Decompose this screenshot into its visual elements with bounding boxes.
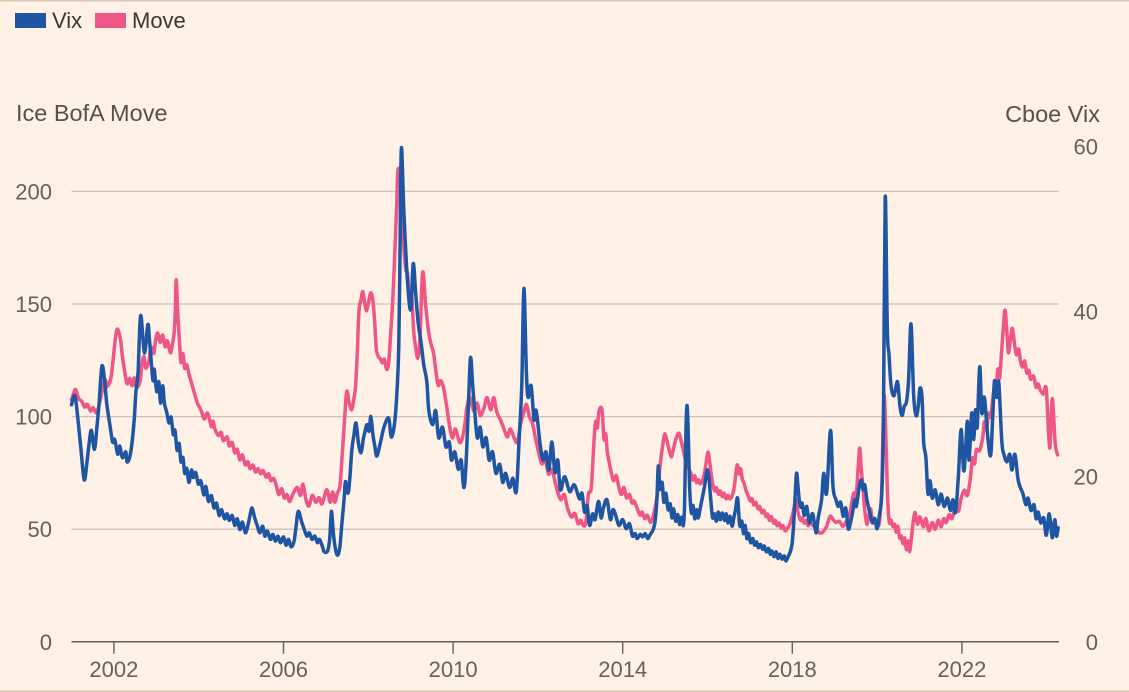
svg-text:100: 100 [15, 405, 52, 430]
svg-text:200: 200 [15, 179, 52, 204]
svg-text:2006: 2006 [259, 657, 308, 682]
svg-text:60: 60 [1074, 134, 1098, 159]
svg-text:Ice BofA Move: Ice BofA Move [16, 100, 168, 126]
svg-text:2014: 2014 [598, 657, 647, 682]
svg-text:2002: 2002 [89, 657, 138, 682]
svg-text:2018: 2018 [768, 657, 817, 682]
svg-text:50: 50 [28, 517, 52, 542]
svg-text:150: 150 [15, 292, 52, 317]
svg-text:2022: 2022 [937, 657, 986, 682]
svg-text:0: 0 [1086, 630, 1098, 655]
svg-text:40: 40 [1074, 300, 1098, 325]
svg-text:Move: Move [132, 8, 186, 33]
svg-text:Vix: Vix [52, 8, 82, 33]
svg-text:0: 0 [40, 630, 52, 655]
svg-text:Cboe Vix: Cboe Vix [1005, 101, 1100, 127]
svg-text:2010: 2010 [429, 657, 478, 682]
svg-text:20: 20 [1074, 465, 1098, 490]
